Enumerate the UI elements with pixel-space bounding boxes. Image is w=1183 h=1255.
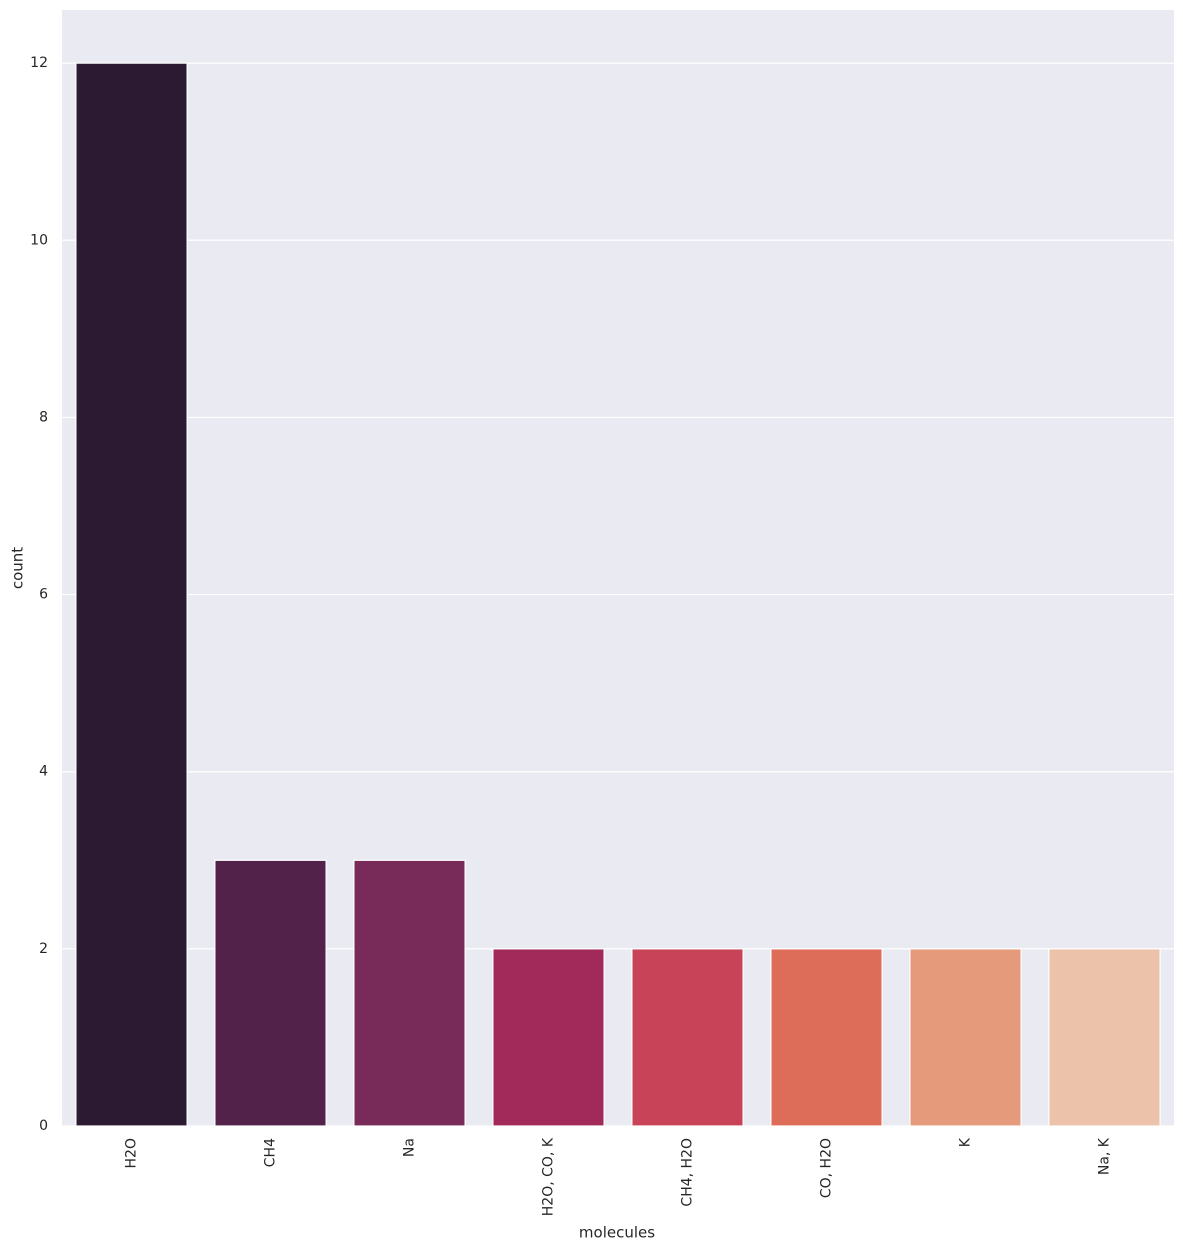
x-tick-label: H2O <box>124 1138 140 1168</box>
x-tick-label: CH4, H2O <box>680 1138 696 1207</box>
y-tick-label: 8 <box>39 409 48 425</box>
bar <box>75 62 188 1127</box>
bar <box>353 859 466 1127</box>
bar <box>770 948 883 1127</box>
x-tick-label: CH4 <box>263 1138 279 1167</box>
y-tick-label: 10 <box>30 232 48 248</box>
x-tick-label: CO, H2O <box>819 1138 835 1198</box>
bar <box>492 948 605 1127</box>
x-tick-label: Na, K <box>1097 1137 1113 1175</box>
y-tick-label: 0 <box>39 1118 48 1134</box>
bar <box>1048 948 1161 1127</box>
x-tick-label: K <box>958 1137 974 1147</box>
bar <box>909 948 1022 1127</box>
y-tick-label: 12 <box>30 55 48 71</box>
y-axis-label: count <box>9 547 27 589</box>
bar <box>214 859 327 1127</box>
y-tick-label: 4 <box>39 764 48 780</box>
x-tick-label: Na <box>402 1138 418 1157</box>
x-tick-label: H2O, CO, K <box>541 1137 557 1216</box>
x-axis-label: molecules <box>579 1224 655 1242</box>
y-tick-label: 6 <box>39 587 48 603</box>
bar <box>631 948 744 1127</box>
y-tick-label: 2 <box>39 941 48 957</box>
